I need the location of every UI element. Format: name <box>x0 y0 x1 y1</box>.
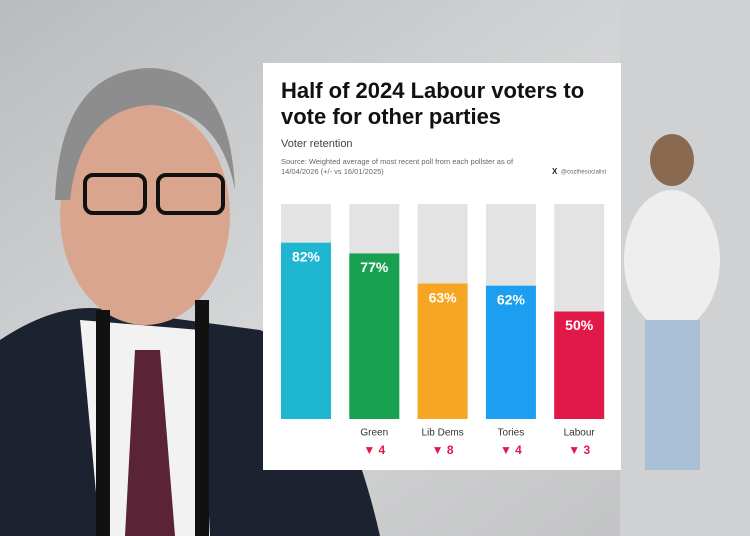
pedestrian <box>624 190 720 330</box>
hair <box>55 68 235 200</box>
chart-title: Half of 2024 Labour voters to vote for ot… <box>281 78 584 129</box>
bar <box>417 283 468 419</box>
change-label: ▼ 4 <box>363 443 385 457</box>
x-tick-label: Lib Dems <box>421 428 463 439</box>
glasses <box>156 173 225 215</box>
bar <box>349 253 400 419</box>
handle: @cozthesocialist <box>561 170 606 176</box>
change-label: ▼ 3 <box>568 443 590 457</box>
face <box>60 105 230 325</box>
microphone <box>195 300 209 536</box>
value-label: 63% <box>429 289 458 305</box>
value-label: 77% <box>360 259 389 275</box>
bar <box>554 311 605 419</box>
x-logo: X <box>552 167 558 176</box>
glasses <box>83 173 147 215</box>
change-label: ▼ 4 <box>500 443 522 457</box>
change-label: ▼ 8 <box>432 443 454 457</box>
chart-source: Source: Weighted average of most recent … <box>281 157 514 176</box>
x-tick-label: Labour <box>564 428 596 439</box>
microphone <box>96 310 110 536</box>
pedestrian-legs <box>645 320 700 470</box>
value-label: 62% <box>497 291 526 307</box>
x-tick-label: Green <box>360 428 388 439</box>
tie <box>125 350 175 536</box>
chart-subtitle: Voter retention <box>281 138 353 150</box>
value-label: 50% <box>565 317 594 333</box>
bar <box>485 285 536 419</box>
pedestrian-head <box>650 134 694 186</box>
bar <box>281 242 331 419</box>
x-tick-label: Tories <box>498 428 525 439</box>
value-label: 82% <box>292 248 321 264</box>
